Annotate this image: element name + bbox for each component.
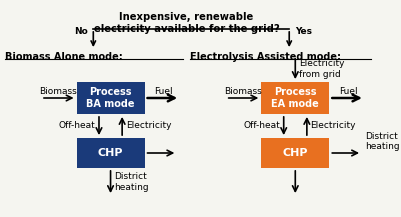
Text: No: No [74, 28, 88, 36]
Text: Biomass: Biomass [224, 87, 261, 96]
Text: Electricity
from grid: Electricity from grid [299, 59, 344, 79]
Text: CHP: CHP [98, 148, 124, 158]
FancyBboxPatch shape [261, 138, 329, 168]
Text: Electricity: Electricity [126, 122, 171, 130]
FancyBboxPatch shape [77, 138, 145, 168]
Text: Biomass Alone mode:: Biomass Alone mode: [5, 52, 122, 62]
Text: District
heating: District heating [114, 172, 149, 192]
Text: Electrolysis Assisted mode:: Electrolysis Assisted mode: [190, 52, 341, 62]
Text: Fuel: Fuel [339, 87, 357, 96]
Text: Biomass: Biomass [39, 87, 77, 96]
Text: Inexpensive, renewable
electricity available for the grid?: Inexpensive, renewable electricity avail… [94, 12, 279, 34]
Text: Electricity: Electricity [311, 122, 356, 130]
Text: CHP: CHP [283, 148, 308, 158]
Text: Fuel: Fuel [154, 87, 172, 96]
Text: Process
BA mode: Process BA mode [86, 87, 135, 109]
Text: Yes: Yes [295, 28, 312, 36]
Text: Off-heat: Off-heat [59, 122, 95, 130]
FancyBboxPatch shape [261, 82, 329, 114]
Text: Off-heat: Off-heat [243, 122, 280, 130]
Text: District
heating: District heating [365, 132, 399, 151]
FancyBboxPatch shape [77, 82, 145, 114]
Text: Process
EA mode: Process EA mode [271, 87, 319, 109]
